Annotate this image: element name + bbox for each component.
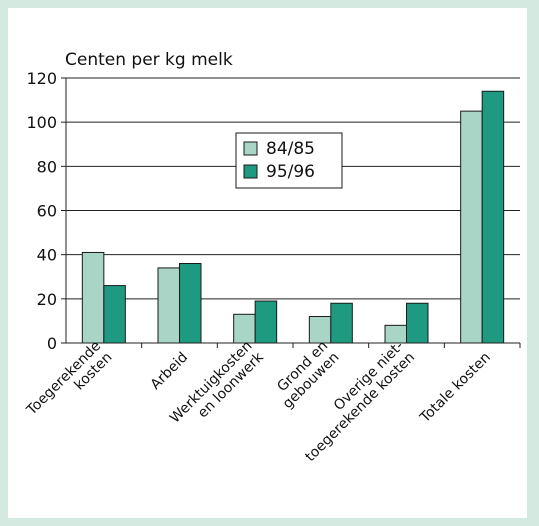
y-tick-label: 60 [37, 202, 57, 221]
legend-swatch [243, 141, 258, 156]
legend: 84/85 95/96 [235, 132, 343, 189]
legend-swatch [243, 164, 258, 179]
x-tick-label: Toegerekendekosten [23, 338, 115, 430]
x-tick-label-line: Totale kosten [417, 349, 494, 426]
y-tick-label: 120 [26, 69, 57, 88]
y-axis-label: Centen per kg melk [65, 50, 233, 70]
x-tick-label-line: Arbeid [148, 349, 192, 393]
bar-95-96 [103, 285, 126, 344]
bar-84-85 [81, 251, 105, 344]
bar-95-96 [254, 300, 278, 344]
legend-label: 95/96 [266, 162, 315, 182]
bars [81, 90, 505, 344]
bar-95-96 [481, 90, 505, 344]
y-tick-label: 100 [26, 113, 57, 132]
bar-84-85 [157, 267, 180, 344]
bar-95-96 [330, 302, 353, 344]
y-tick-label: 40 [37, 246, 57, 265]
y-tick-label: 0 [47, 334, 57, 353]
gridlines [66, 77, 520, 300]
axes [61, 77, 521, 348]
bar-chart: Centen per kg melk 0 20 40 60 80 100 120 Toege… [23, 50, 521, 465]
x-ticks: Toegerekendekosten ArbeidWerktuigkostenen… [23, 338, 494, 465]
bar-95-96 [179, 263, 202, 344]
legend-label: 84/85 [266, 139, 315, 159]
chart-panel: Centen per kg melk 0 20 40 60 80 100 120 Toege… [8, 8, 527, 518]
x-tick-label: Totale kosten [417, 349, 494, 426]
x-tick-label: Arbeid [148, 349, 192, 393]
y-tick-label: 80 [37, 157, 57, 176]
bar-95-96 [406, 302, 429, 344]
y-tick-label: 20 [37, 290, 57, 309]
bar-84-85 [460, 110, 483, 344]
y-ticks: 0 20 40 60 80 100 120 [26, 69, 57, 353]
